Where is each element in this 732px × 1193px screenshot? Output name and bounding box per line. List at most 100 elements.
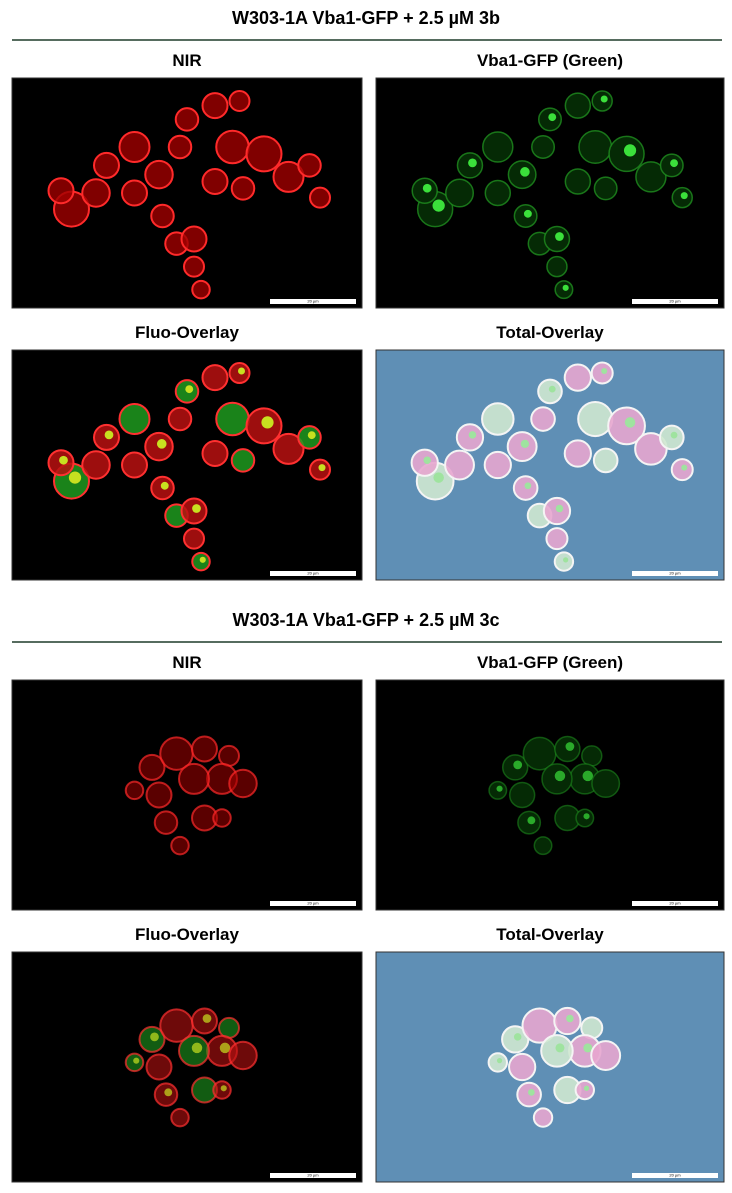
cell — [272, 160, 305, 193]
vacuole-spot — [681, 464, 688, 471]
vacuole-spot — [68, 471, 82, 484]
vacuole-spot — [432, 199, 445, 212]
micrograph: 20 µm — [375, 77, 725, 309]
scale-bar — [270, 571, 356, 576]
vacuole-spot — [191, 1042, 203, 1054]
vacuole-spot — [582, 770, 594, 782]
vacuole-spot — [524, 482, 532, 490]
cell — [564, 92, 592, 119]
cell — [145, 1053, 173, 1081]
cell — [81, 178, 111, 208]
vacuole-spot — [563, 557, 569, 563]
image-background — [375, 951, 725, 1183]
image-background — [375, 679, 725, 911]
cell — [212, 808, 232, 828]
cell — [191, 735, 218, 763]
vacuole-spot — [670, 159, 678, 168]
cell — [170, 835, 190, 856]
vacuole-spot — [133, 1057, 140, 1064]
cell — [121, 451, 148, 479]
cell — [309, 186, 331, 209]
vacuole-spot — [583, 813, 590, 820]
cell — [201, 168, 229, 195]
cell — [590, 1040, 622, 1071]
cell — [581, 745, 603, 767]
scale-bar-label: 20 µm — [307, 1173, 319, 1178]
scale-bar-label: 20 µm — [669, 1173, 681, 1178]
cell — [118, 403, 151, 435]
vacuole-spot — [220, 1085, 227, 1092]
image-background — [11, 951, 363, 1183]
scale-bar-label: 20 µm — [307, 571, 319, 576]
vacuole-spot — [520, 167, 530, 177]
vacuole-spot — [523, 209, 532, 218]
scale-bar-label: 20 µm — [307, 299, 319, 304]
panel-title: Vba1-GFP (Green) — [477, 653, 623, 672]
cell — [508, 781, 536, 809]
cell — [228, 768, 258, 799]
vacuole-spot — [527, 1088, 535, 1096]
vacuole-spot — [566, 1014, 574, 1023]
scale-bar — [632, 1173, 718, 1178]
cell — [170, 1107, 190, 1128]
scale-bar — [632, 299, 718, 304]
panel-title: Total-Overlay — [496, 323, 604, 342]
cell — [138, 753, 166, 781]
cell — [178, 762, 210, 795]
cell — [228, 90, 251, 112]
vacuole-spot — [565, 742, 575, 751]
cell — [215, 129, 250, 165]
cell — [563, 363, 592, 392]
cell — [150, 203, 175, 229]
vacuole-spot — [468, 431, 477, 439]
cell — [201, 364, 229, 392]
panel-title: Fluo-Overlay — [135, 323, 239, 342]
vacuole-spot — [555, 504, 564, 513]
cell — [144, 159, 174, 190]
scale-bar — [632, 901, 718, 906]
vacuole-spot — [548, 113, 557, 122]
vacuole-spot — [185, 385, 194, 394]
vacuole-spot — [433, 472, 444, 483]
micrograph: 20 µm — [11, 951, 363, 1183]
cell — [482, 131, 514, 163]
cell — [201, 440, 229, 467]
cell — [245, 135, 283, 173]
cell — [174, 107, 200, 132]
cell — [183, 527, 205, 550]
cell — [483, 450, 512, 480]
vacuole-spot — [670, 431, 678, 439]
vacuole-spot — [555, 1043, 565, 1053]
cell — [532, 1107, 554, 1128]
cell — [153, 810, 179, 835]
cell — [531, 135, 556, 159]
cell — [47, 177, 75, 205]
cell — [484, 179, 512, 207]
scale-bar-label: 20 µm — [669, 299, 681, 304]
vacuole-spot — [199, 556, 206, 563]
scale-bar — [270, 299, 356, 304]
cell — [533, 836, 553, 856]
vacuole-spot — [156, 439, 167, 449]
vacuole-spot — [468, 158, 477, 168]
vacuole-spot — [600, 95, 608, 103]
scale-bar — [270, 1173, 356, 1178]
vacuole-spot — [160, 481, 169, 490]
cell — [121, 179, 148, 207]
vacuole-spot — [624, 417, 636, 428]
vacuole-spot — [527, 816, 536, 825]
panel-title: NIR — [172, 653, 201, 672]
scale-bar-label: 20 µm — [669, 571, 681, 576]
cell — [577, 400, 614, 438]
vacuole-spot — [562, 284, 569, 291]
image-background — [11, 679, 363, 911]
cell — [201, 92, 229, 120]
vacuole-spot — [423, 456, 431, 464]
vacuole-spot — [202, 1014, 212, 1023]
vacuole-spot — [496, 1058, 503, 1064]
cell — [272, 432, 305, 465]
micrograph: 20 µm — [11, 77, 363, 309]
vacuole-spot — [520, 439, 530, 448]
